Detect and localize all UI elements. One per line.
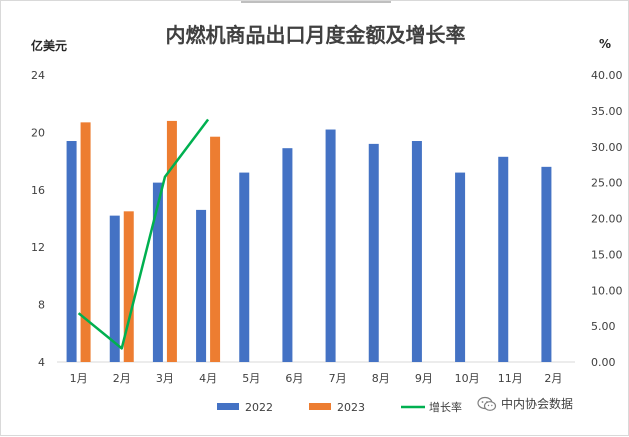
legend-label: 增长率 [429, 400, 462, 414]
bar-2022-6 [282, 148, 292, 362]
y-right-tick-label: 20.00 [591, 213, 623, 226]
x-tick-label: 2月 [544, 372, 562, 385]
watermark-text: 中内协会数据 [501, 395, 573, 412]
y-left-tick-label: 4 [38, 356, 45, 369]
y-right-tick-label: 35.00 [591, 105, 623, 118]
bar-2022-5 [239, 173, 249, 362]
y-left-tick-label: 24 [31, 69, 45, 82]
legend-swatch-2022 [217, 403, 239, 410]
bar-2023-1 [81, 122, 91, 362]
x-tick-label: 9月 [415, 372, 433, 385]
x-tick-label: 5月 [242, 372, 260, 385]
bar-2023-3 [167, 121, 177, 362]
bar-2022-10 [455, 173, 465, 362]
bar-2023-4 [210, 137, 220, 362]
x-tick-label: 10月 [455, 372, 480, 385]
x-tick-label: 8月 [372, 372, 390, 385]
bar-2022-4 [196, 210, 206, 362]
line-series-增长率 [79, 119, 209, 348]
y-right-tick-label: 0.00 [591, 356, 616, 369]
bar-2022-7 [326, 130, 336, 362]
legend-swatch-2023 [309, 403, 331, 410]
x-tick-label: 4月 [199, 372, 217, 385]
y-left-tick-label: 20 [31, 126, 45, 139]
y-right-tick-label: 25.00 [591, 177, 623, 190]
bar-2022-12 [541, 167, 551, 362]
y-right-tick-label: 10.00 [591, 284, 623, 297]
y-right-tick-label: 5.00 [591, 320, 616, 333]
x-tick-label: 2月 [113, 372, 131, 385]
legend-label: 2022 [245, 401, 273, 414]
y-right-tick-label: 30.00 [591, 141, 623, 154]
x-tick-label: 3月 [156, 372, 174, 385]
y-left-tick-label: 16 [31, 184, 45, 197]
x-tick-label: 1月 [70, 372, 88, 385]
x-tick-label: 11月 [498, 372, 523, 385]
x-tick-label: 7月 [329, 372, 347, 385]
wechat-icon [477, 396, 497, 412]
y-left-tick-label: 8 [38, 299, 45, 312]
bar-2022-8 [369, 144, 379, 362]
bar-2022-11 [498, 157, 508, 362]
x-tick-label: 6月 [285, 372, 303, 385]
y-right-tick-label: 15.00 [591, 248, 623, 261]
y-right-tick-label: 40.00 [591, 69, 623, 82]
bar-2022-9 [412, 141, 422, 362]
watermark: 中内协会数据 [477, 395, 573, 412]
bar-2022-1 [67, 141, 77, 362]
y-left-tick-label: 12 [31, 241, 45, 254]
legend-label: 2023 [337, 401, 365, 414]
